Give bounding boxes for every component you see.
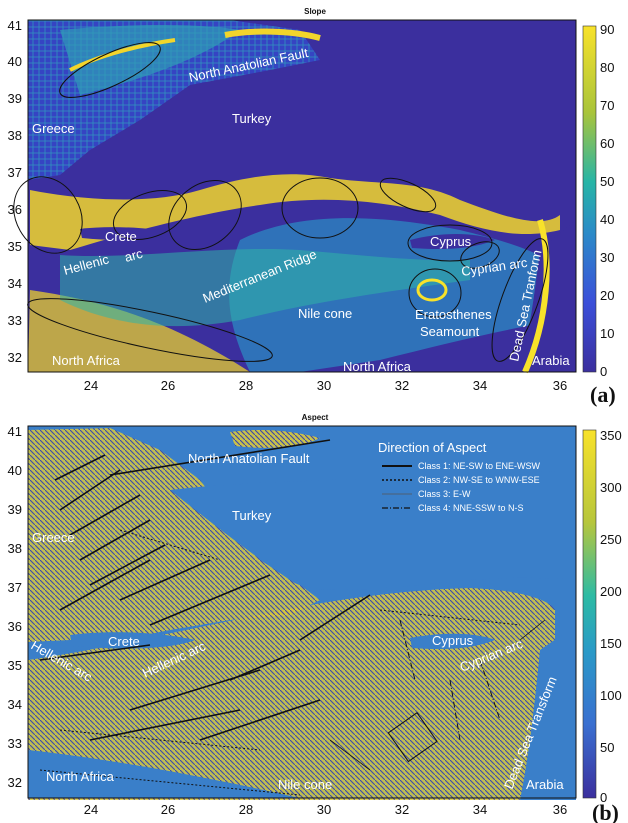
aspect-legend: Direction of Aspect Class 1: NE-SW to EN… [378,440,541,513]
y-tick: 41 [8,18,22,33]
colorbar-tick: 50 [600,740,614,755]
legend-title: Direction of Aspect [378,440,487,455]
label-cyprus: Cyprus [430,234,472,249]
panel-label-a: (a) [590,382,616,407]
y-tick: 40 [8,54,22,69]
x-tick: 26 [161,378,175,393]
y-tick: 36 [8,619,22,634]
y-tick: 37 [8,580,22,595]
label-nile-cone: Nile cone [278,777,332,792]
colorbar-tick: 0 [600,790,607,805]
colorbar-tick: 30 [600,250,614,265]
aspect-title: Aspect [302,413,329,422]
aspect-x-axis: 24 26 28 30 32 34 36 [84,802,567,817]
colorbar-tick: 0 [600,364,607,379]
y-tick: 38 [8,128,22,143]
slope-title: Slope [304,7,326,16]
aspect-map-figure: Aspect [8,413,622,823]
aspect-y-axis: 41 40 39 38 37 36 35 34 33 32 [8,424,22,790]
legend-item-class-1: Class 1: NE-SW to ENE-WSW [418,461,541,471]
y-tick: 40 [8,463,22,478]
slope-colorbar: 90 80 70 60 50 40 30 20 10 0 [582,22,614,379]
aspect-colorbar: 350 300 250 200 150 100 50 0 [582,428,622,805]
colorbar-tick: 350 [600,428,622,443]
y-tick: 37 [8,165,22,180]
label-north-africa: North Africa [46,769,115,784]
y-tick: 34 [8,697,22,712]
slope-map-figure: Slope [8,7,616,407]
y-tick: 39 [8,91,22,106]
label-arabia: Arabia [532,353,570,368]
label-nile-cone: Nile cone [298,306,352,321]
label-turkey: Turkey [232,508,272,523]
colorbar-tick: 300 [600,480,622,495]
x-tick: 30 [317,378,331,393]
colorbar-tick: 80 [600,60,614,75]
y-tick: 35 [8,658,22,673]
colorbar-tick: 60 [600,136,614,151]
x-tick: 36 [553,378,567,393]
y-tick: 41 [8,424,22,439]
x-tick: 36 [553,802,567,817]
x-tick: 32 [395,378,409,393]
label-crete: Crete [105,229,137,244]
y-tick: 35 [8,239,22,254]
legend-item-class-2: Class 2: NW-SE to WNW-ESE [418,475,540,485]
label-crete: Crete [108,634,140,649]
colorbar-tick: 250 [600,532,622,547]
colorbar-tick: 40 [600,212,614,227]
label-north-africa-east: North Africa [343,359,412,374]
x-tick: 28 [239,802,253,817]
aspect-map: Direction of Aspect Class 1: NE-SW to EN… [27,425,577,800]
x-tick: 32 [395,802,409,817]
y-tick: 33 [8,313,22,328]
x-tick: 30 [317,802,331,817]
x-tick: 26 [161,802,175,817]
aspect-panel: Aspect [0,410,628,823]
y-tick: 32 [8,350,22,365]
colorbar-tick: 50 [600,174,614,189]
y-tick: 33 [8,736,22,751]
colorbar-tick: 10 [600,326,614,341]
slope-map: North Anatolian Fault Turkey Greece Cret… [13,19,577,374]
slope-panel: Slope [0,0,628,410]
label-arc: arc [123,246,145,265]
y-tick: 36 [8,202,22,217]
x-tick: 34 [473,378,487,393]
x-tick: 24 [84,802,98,817]
y-tick: 32 [8,775,22,790]
colorbar-tick: 150 [600,636,622,651]
colorbar-tick: 90 [600,22,614,37]
label-greece: Greece [32,121,75,136]
label-greece: Greece [32,530,75,545]
x-tick: 34 [473,802,487,817]
y-tick: 34 [8,276,22,291]
colorbar-tick: 70 [600,98,614,113]
x-tick: 24 [84,378,98,393]
colorbar-tick: 200 [600,584,622,599]
slope-x-axis: 24 26 28 30 32 34 36 [84,378,567,393]
colorbar-tick: 100 [600,688,622,703]
label-cyprus: Cyprus [432,633,474,648]
panel-label-b: (b) [592,800,619,823]
legend-item-class-3: Class 3: E-W [418,489,471,499]
label-turkey: Turkey [232,111,272,126]
slope-y-axis: 41 40 39 38 37 36 35 34 33 32 [8,18,22,365]
colorbar-tick: 20 [600,288,614,303]
label-north-anatolian-fault: North Anatolian Fault [188,451,310,466]
y-tick: 38 [8,541,22,556]
label-arabia: Arabia [526,777,564,792]
y-tick: 39 [8,502,22,517]
label-north-africa-west: North Africa [52,353,121,368]
legend-item-class-4: Class 4: NNE-SSW to N-S [418,503,524,513]
label-eratosthenes: Eratosthenes [415,307,492,322]
x-tick: 28 [239,378,253,393]
label-seamount: Seamount [420,324,480,339]
